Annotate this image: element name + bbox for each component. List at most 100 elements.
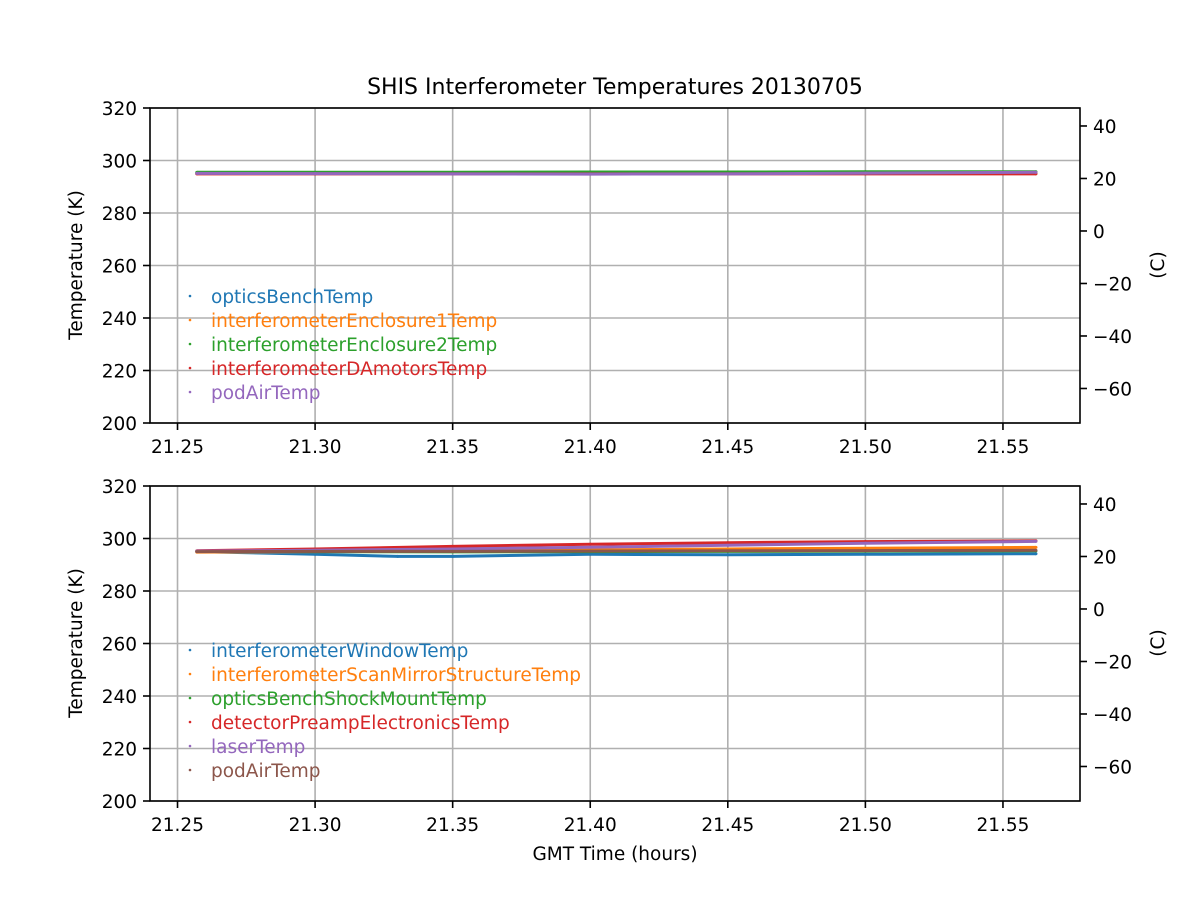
data-point [1034, 170, 1038, 174]
data-point [588, 552, 592, 556]
y-tick-label: 260 [102, 257, 137, 278]
legend-label: podAirTemp [211, 383, 321, 404]
data-point [726, 553, 730, 557]
data-point [451, 554, 455, 558]
y-tick-label: 300 [102, 152, 137, 173]
y-axis-label: Temperature (K) [66, 190, 87, 341]
y2-tick-label: −60 [1093, 757, 1132, 778]
data-point [726, 541, 730, 545]
series-line [196, 548, 1037, 554]
legend-marker [188, 768, 192, 772]
legend-label: opticsBenchShockMountTemp [211, 689, 487, 710]
legend-label: interferometerEnclosure1Temp [211, 311, 497, 332]
data-point [313, 172, 317, 176]
legend-label: opticsBenchTemp [211, 287, 373, 308]
y-axis-label: Temperature (K) [66, 568, 87, 719]
y2-tick-label: −40 [1093, 327, 1132, 348]
y2-tick-label: 0 [1093, 600, 1105, 621]
y2-tick-label: 20 [1093, 169, 1117, 190]
data-point [1034, 552, 1038, 556]
x-tick-label: 21.35 [426, 815, 479, 836]
data-point [451, 547, 455, 551]
data-point [863, 546, 867, 550]
legend-marker [188, 318, 192, 322]
y-tick-label: 240 [102, 687, 137, 708]
y2-tick-label: 0 [1093, 222, 1105, 243]
figure-title: SHIS Interferometer Temperatures 2013070… [367, 75, 863, 100]
data-point [588, 549, 592, 553]
y-tick-label: 200 [102, 792, 137, 813]
x-tick-label: 21.55 [976, 437, 1029, 458]
data-point [313, 552, 317, 556]
top-panel: 21.25 21.30 21.35 21.40 21.45 21.50 21.5520022… [66, 99, 1169, 458]
legend-label: laserTemp [211, 737, 305, 758]
series-podAirTemp [195, 170, 1038, 176]
y-tick-label: 240 [102, 309, 137, 330]
legend-marker [188, 720, 192, 724]
y-tick-label: 220 [102, 362, 137, 383]
x-tick-label: 21.50 [839, 437, 892, 458]
series-line [196, 550, 1037, 558]
x-axis-label: GMT Time (hours) [532, 844, 697, 865]
data-point [451, 544, 455, 548]
x-tick-label: 21.35 [426, 437, 479, 458]
data-point [1034, 539, 1038, 543]
data-point [195, 550, 199, 554]
legend-marker [188, 390, 192, 394]
legend-marker [188, 294, 192, 298]
y2-tick-label: −60 [1093, 379, 1132, 400]
bottom-panel: 21.25 21.30 21.35 21.40 21.45 21.50 21.5520022… [66, 477, 1169, 836]
legend-marker [188, 342, 192, 346]
y-tick-label: 320 [102, 477, 137, 498]
y-tick-label: 320 [102, 99, 137, 120]
y2-tick-label: −20 [1093, 274, 1132, 295]
legend-label: interferometerScanMirrorStructureTemp [211, 665, 581, 686]
data-point [863, 552, 867, 556]
data-point [1034, 548, 1038, 552]
legend-label: detectorPreampElectronicsTemp [211, 713, 510, 734]
y-tick-label: 280 [102, 204, 137, 225]
legend-marker [188, 744, 192, 748]
x-tick-label: 21.45 [701, 437, 754, 458]
data-point [451, 549, 455, 553]
data-point [588, 545, 592, 549]
legend-label: interferometerWindowTemp [211, 641, 468, 662]
data-point [863, 549, 867, 553]
x-tick-label: 21.25 [151, 437, 204, 458]
data-point [1034, 545, 1038, 549]
x-tick-label: 21.30 [289, 815, 342, 836]
x-tick-label: 21.55 [976, 815, 1029, 836]
y-tick-label: 280 [102, 582, 137, 603]
data-point [313, 549, 317, 553]
legend-marker [188, 696, 192, 700]
y2-tick-label: −20 [1093, 652, 1132, 673]
y2-tick-label: 40 [1093, 495, 1117, 516]
data-point [451, 172, 455, 176]
series-podAirTemp [195, 548, 1038, 554]
y2-tick-label: 40 [1093, 117, 1117, 138]
x-tick-label: 21.40 [564, 815, 617, 836]
x-tick-label: 21.50 [839, 815, 892, 836]
data-point [863, 171, 867, 175]
y2-axis-label: (C) [1148, 629, 1169, 656]
y-tick-label: 220 [102, 740, 137, 761]
data-point [195, 171, 199, 175]
legend-label: podAirTemp [211, 761, 321, 782]
y2-tick-label: −40 [1093, 705, 1132, 726]
data-point [726, 172, 730, 176]
legend-label: interferometerDAmotorsTemp [211, 359, 487, 380]
data-point [588, 172, 592, 176]
y2-axis-label: (C) [1148, 251, 1169, 278]
series-interferometerWindowTemp [195, 550, 1038, 558]
x-tick-label: 21.30 [289, 437, 342, 458]
legend-label: interferometerEnclosure2Temp [211, 335, 497, 356]
legend-marker [188, 648, 192, 652]
data-point [863, 541, 867, 545]
y-tick-label: 260 [102, 635, 137, 656]
legend-marker [188, 672, 192, 676]
x-tick-label: 21.45 [701, 815, 754, 836]
series-line [196, 170, 1037, 176]
y2-tick-label: 20 [1093, 547, 1117, 568]
legend-marker [188, 366, 192, 370]
